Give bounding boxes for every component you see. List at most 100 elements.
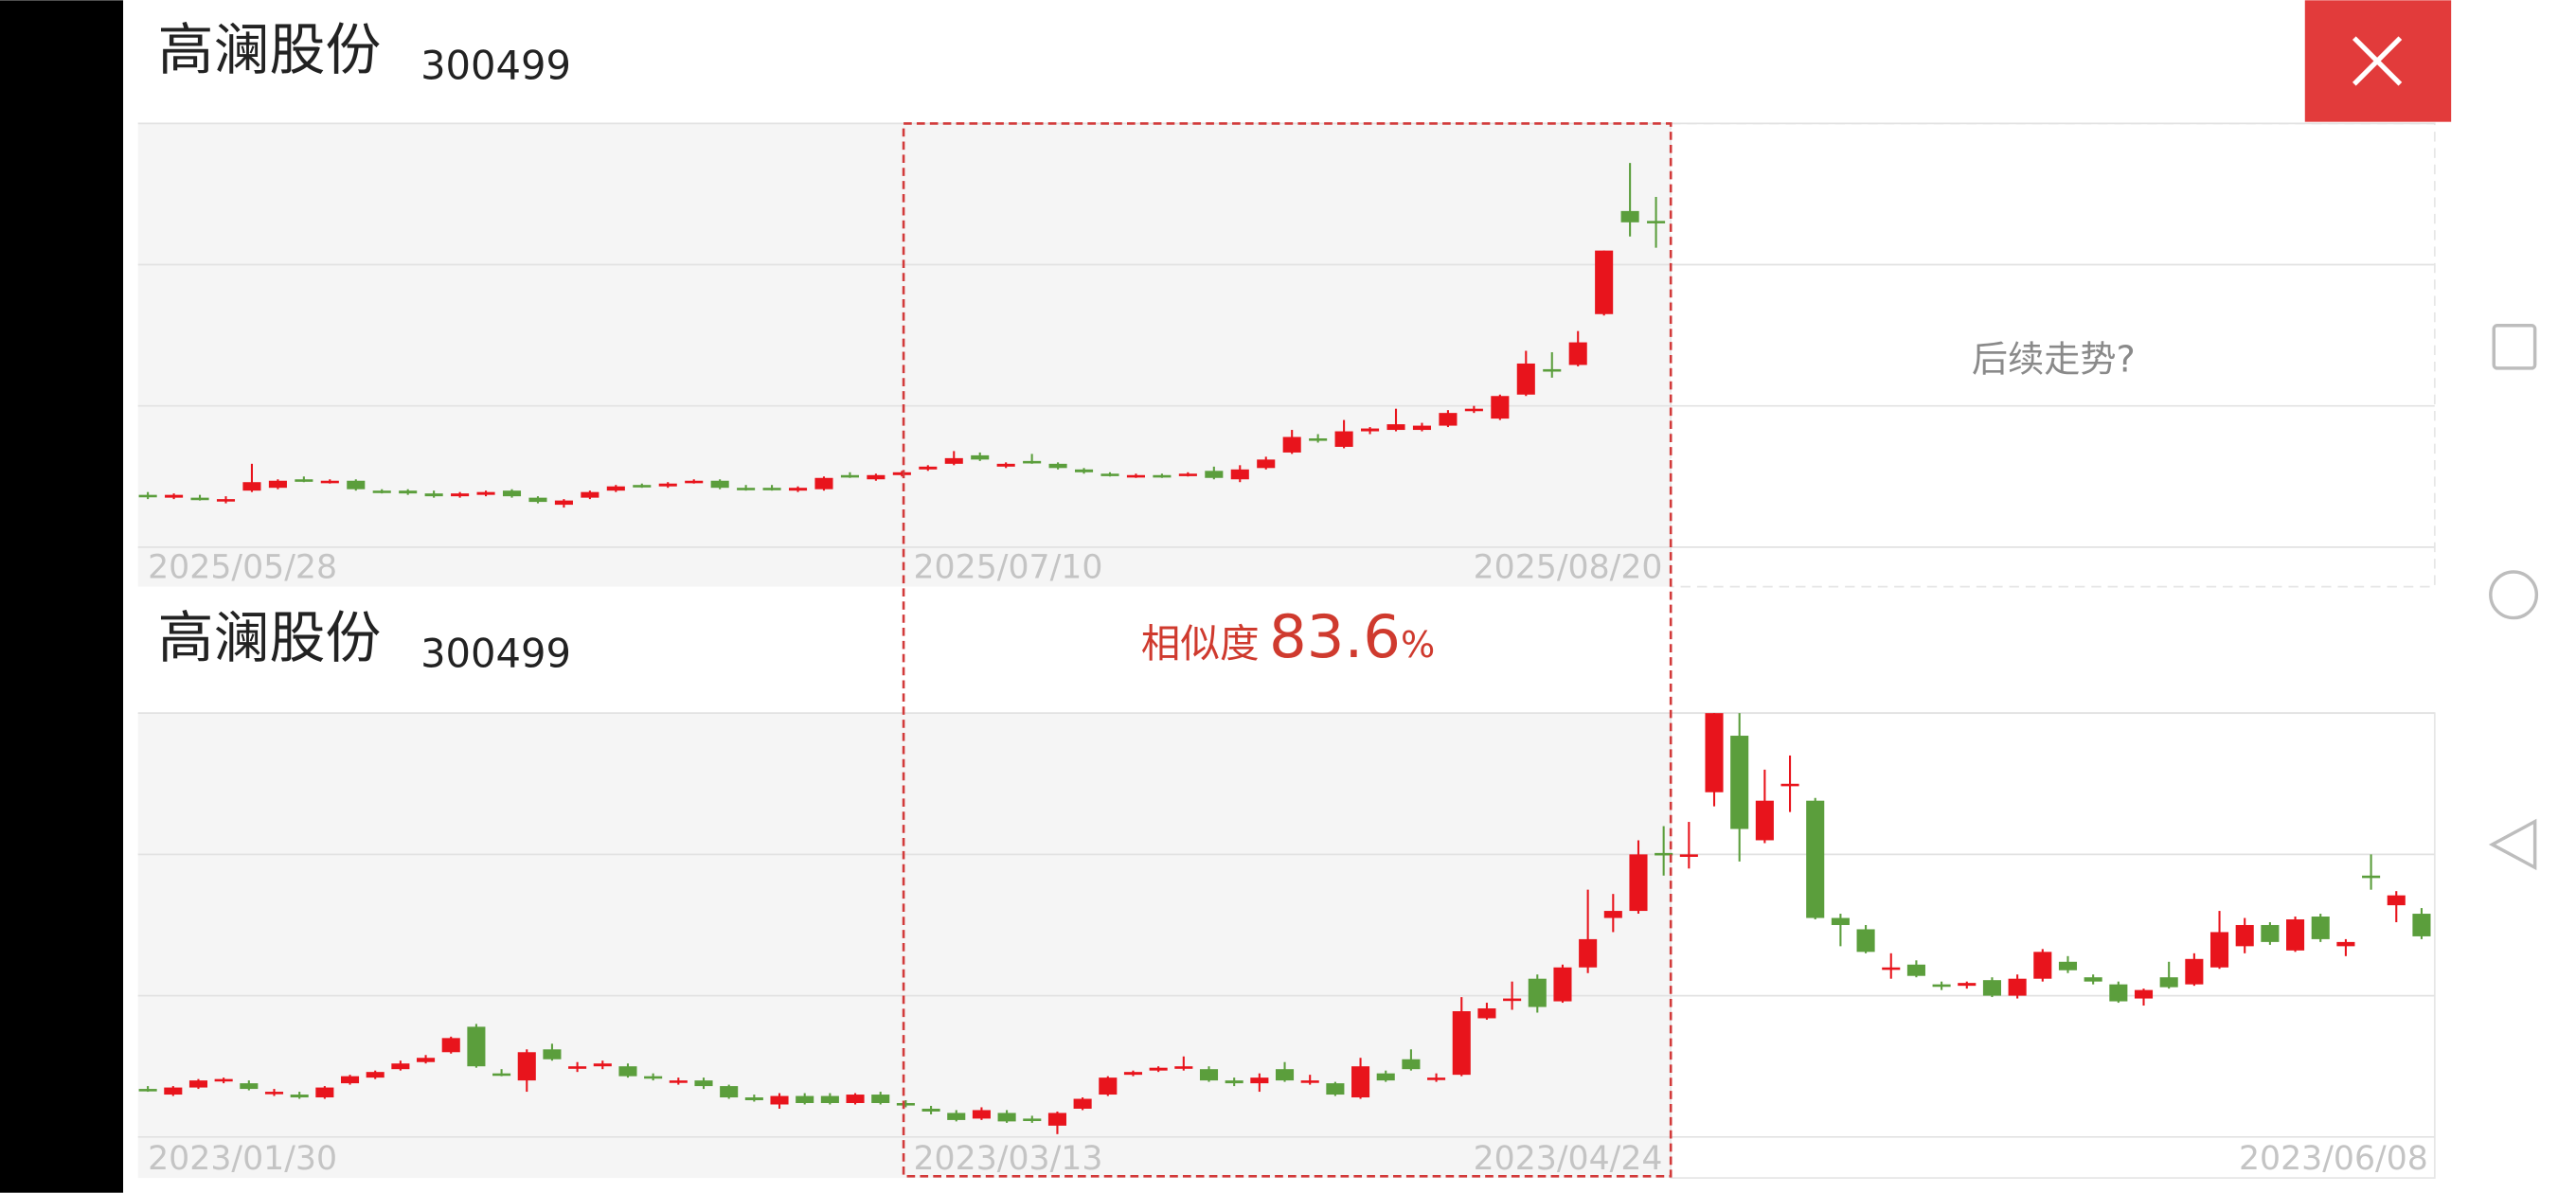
nav-bar [2451, 0, 2576, 1193]
stock-code: 300499 [420, 43, 571, 89]
candle-body [502, 490, 522, 497]
nav-recent[interactable] [2492, 324, 2537, 370]
candle-body [1553, 967, 1572, 1002]
candle-body [190, 497, 209, 501]
close-icon[interactable] [2352, 36, 2403, 86]
candle-body [947, 1113, 966, 1120]
candle-body [290, 1095, 309, 1098]
candle-body [1516, 363, 1535, 395]
date-label: 2025/05/28 [148, 549, 337, 587]
candle-body [944, 457, 963, 464]
candle-body [1568, 342, 1587, 365]
candle-body [1178, 473, 1197, 476]
candle-body [1427, 1077, 1446, 1080]
candle-body [268, 480, 287, 489]
candle-body [320, 480, 339, 484]
candle-body [1023, 460, 1042, 464]
candle-body [2336, 941, 2355, 947]
nav-back[interactable] [2488, 818, 2537, 871]
nav-home[interactable] [2489, 570, 2539, 620]
candle-body [685, 480, 704, 484]
candle-body [1361, 428, 1380, 432]
candle-body [2109, 984, 2128, 1002]
candle-body [1831, 917, 1850, 925]
candle-body [1205, 471, 1224, 478]
candle-body [1705, 713, 1724, 792]
candle-body [492, 1073, 511, 1077]
left-bar [0, 0, 124, 1193]
candle-body [744, 1097, 763, 1101]
candle-body [972, 1110, 991, 1119]
candle-body [1647, 221, 1666, 223]
match-window [902, 122, 1673, 1178]
similarity-value: 83.6 [1269, 602, 1401, 671]
candle-body [1958, 983, 1977, 987]
candle-body [1491, 396, 1510, 419]
candle-body [2058, 961, 2078, 970]
candle-body [467, 1026, 486, 1067]
candle-body [1452, 1011, 1471, 1076]
candle-body [417, 1058, 436, 1062]
candle-body [216, 499, 236, 502]
date-label: 2025/08/20 [1474, 549, 1663, 587]
candle-body [593, 1063, 612, 1067]
candle-body [1174, 1066, 1193, 1069]
candle-body [242, 482, 261, 491]
candle-body [1620, 210, 1639, 223]
candle-body [919, 466, 938, 470]
candle-body [1882, 967, 1901, 970]
candle-body [1402, 1059, 1421, 1070]
candle-body [1309, 437, 1328, 441]
candle-body [1780, 783, 1799, 787]
candle-body [517, 1052, 536, 1081]
candle-body [264, 1092, 284, 1095]
close-button[interactable] [2304, 0, 2452, 122]
candle-body [871, 1095, 890, 1103]
candle-body [2185, 958, 2204, 985]
candle-body [1073, 1098, 1092, 1109]
candle-body [138, 1089, 157, 1092]
candle-body [1275, 1069, 1295, 1081]
candle-body [971, 454, 990, 460]
candle-body [1153, 474, 1172, 478]
candle-body [568, 1066, 587, 1069]
candle-body [391, 1063, 410, 1070]
stock-name: 高澜股份 [158, 17, 382, 82]
candle-body [399, 490, 418, 494]
candle-body [1503, 998, 1522, 1002]
candle-body [240, 1083, 259, 1090]
candle-body [606, 486, 625, 491]
candle-body [315, 1087, 334, 1098]
candle-body [1300, 1080, 1319, 1083]
candle-body [1199, 1069, 1219, 1081]
candle-body [2286, 919, 2305, 951]
candle-body [366, 1072, 385, 1078]
candle-body [1257, 459, 1276, 469]
candle-body [1464, 408, 1483, 412]
candle-body [1100, 473, 1119, 476]
candle-body [188, 1080, 208, 1088]
candle-body [2008, 978, 2027, 996]
candle-body [1123, 1072, 1143, 1076]
candle-body [1326, 1083, 1345, 1095]
stock-code: 300499 [420, 631, 571, 677]
candle-body [644, 1076, 663, 1079]
candle-body [1099, 1077, 1118, 1095]
candle-body [1126, 474, 1145, 478]
candle-body [1250, 1077, 1269, 1084]
candle-body [921, 1108, 940, 1112]
candle-body [372, 490, 391, 493]
date-label: 2023/03/13 [913, 1140, 1102, 1178]
candle-body [1412, 425, 1432, 431]
candle-body [451, 493, 470, 497]
candle-body [2362, 875, 2381, 879]
candle-body [762, 488, 781, 490]
candle-body [867, 474, 886, 480]
candle-body [441, 1038, 460, 1053]
candle-body [2209, 932, 2229, 968]
candle-body [164, 1087, 183, 1095]
similarity: 相似度 83.6% [1141, 602, 1436, 671]
candle-body [997, 1113, 1016, 1122]
candle-body [543, 1049, 562, 1059]
